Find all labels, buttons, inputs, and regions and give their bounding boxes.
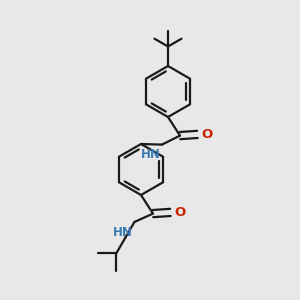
- Text: O: O: [202, 128, 213, 141]
- Text: HN: HN: [113, 226, 133, 238]
- Text: O: O: [175, 206, 186, 219]
- Text: HN: HN: [141, 148, 160, 161]
